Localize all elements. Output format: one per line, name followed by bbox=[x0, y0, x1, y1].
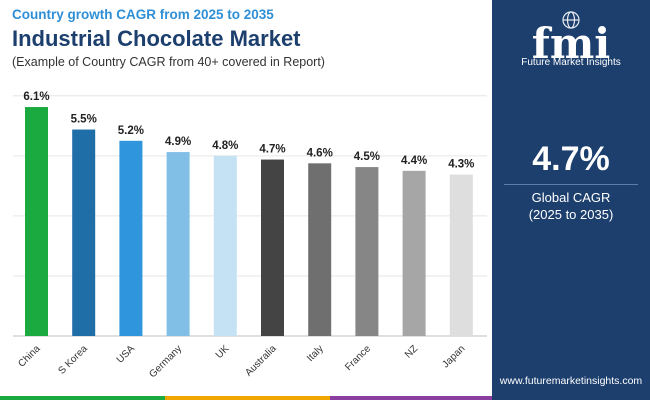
footer-bar-green bbox=[0, 396, 165, 400]
bar-value-label: 4.9% bbox=[165, 136, 191, 148]
footer-bar-orange bbox=[165, 396, 330, 400]
bar-japan bbox=[449, 174, 473, 336]
bar-value-label: 4.7% bbox=[259, 144, 285, 156]
bar-australia bbox=[261, 159, 284, 336]
x-tick-label: Italy bbox=[305, 343, 326, 364]
logo-wordmark: fmi bbox=[532, 19, 610, 68]
bar-value-label: 5.5% bbox=[71, 114, 97, 126]
x-tick-label: NZ bbox=[403, 343, 420, 360]
x-tick-label: USA bbox=[115, 343, 138, 366]
global-cagr-period: (2025 to 2035) bbox=[528, 207, 614, 222]
chart-title: Industrial Chocolate Market bbox=[12, 26, 301, 51]
x-tick-label: Germany bbox=[147, 343, 184, 380]
global-cagr-value: 4.7% bbox=[532, 140, 610, 178]
logo-globe-icon bbox=[562, 11, 580, 29]
global-cagr-label: Global CAGR bbox=[531, 190, 611, 205]
fmi-logo: fmi bbox=[532, 11, 610, 68]
x-tick-label: UK bbox=[214, 343, 232, 361]
x-tick-label: France bbox=[343, 343, 373, 373]
bar-france bbox=[355, 167, 379, 336]
bar-value-label: 4.3% bbox=[448, 159, 474, 171]
website-link[interactable]: www.futuremarketinsights.com bbox=[499, 375, 643, 387]
chart-header: Country growth CAGR from 2025 to 2035 In… bbox=[12, 6, 492, 70]
chart-subtitle: Country growth CAGR from 2025 to 2035 bbox=[12, 7, 274, 22]
footer-bar-purple bbox=[330, 396, 492, 400]
bar-value-label: 4.6% bbox=[307, 147, 333, 159]
bar-s-korea bbox=[72, 129, 96, 336]
bar-italy bbox=[308, 163, 332, 336]
chart-note: (Example of Country CAGR from 40+ covere… bbox=[12, 55, 325, 69]
bar-germany bbox=[166, 152, 190, 336]
bar-chart: 6.1% China 5.5% S Korea 5.2% USA 4.9% Germany 4.… bbox=[13, 91, 487, 380]
kpi-divider bbox=[504, 184, 638, 185]
bar-usa bbox=[119, 140, 143, 336]
logo-caption: Future Market Insights bbox=[521, 57, 621, 68]
bar-value-label: 5.2% bbox=[118, 125, 144, 137]
side-panel: fmi Future Market Insights 4.7% Global C… bbox=[492, 0, 650, 400]
x-tick-label: Japan bbox=[440, 343, 467, 370]
bar-uk bbox=[213, 155, 237, 336]
x-tick-label: Australia bbox=[243, 343, 279, 379]
bar-value-label: 4.5% bbox=[354, 151, 380, 163]
bar-value-label: 4.8% bbox=[212, 140, 238, 152]
x-tick-label: China bbox=[16, 343, 43, 370]
bar-value-label: 6.1% bbox=[23, 91, 49, 103]
bar-nz bbox=[402, 170, 426, 336]
bar-china bbox=[25, 107, 48, 336]
x-tick-label: S Korea bbox=[56, 343, 90, 377]
bar-value-label: 4.4% bbox=[401, 155, 427, 167]
